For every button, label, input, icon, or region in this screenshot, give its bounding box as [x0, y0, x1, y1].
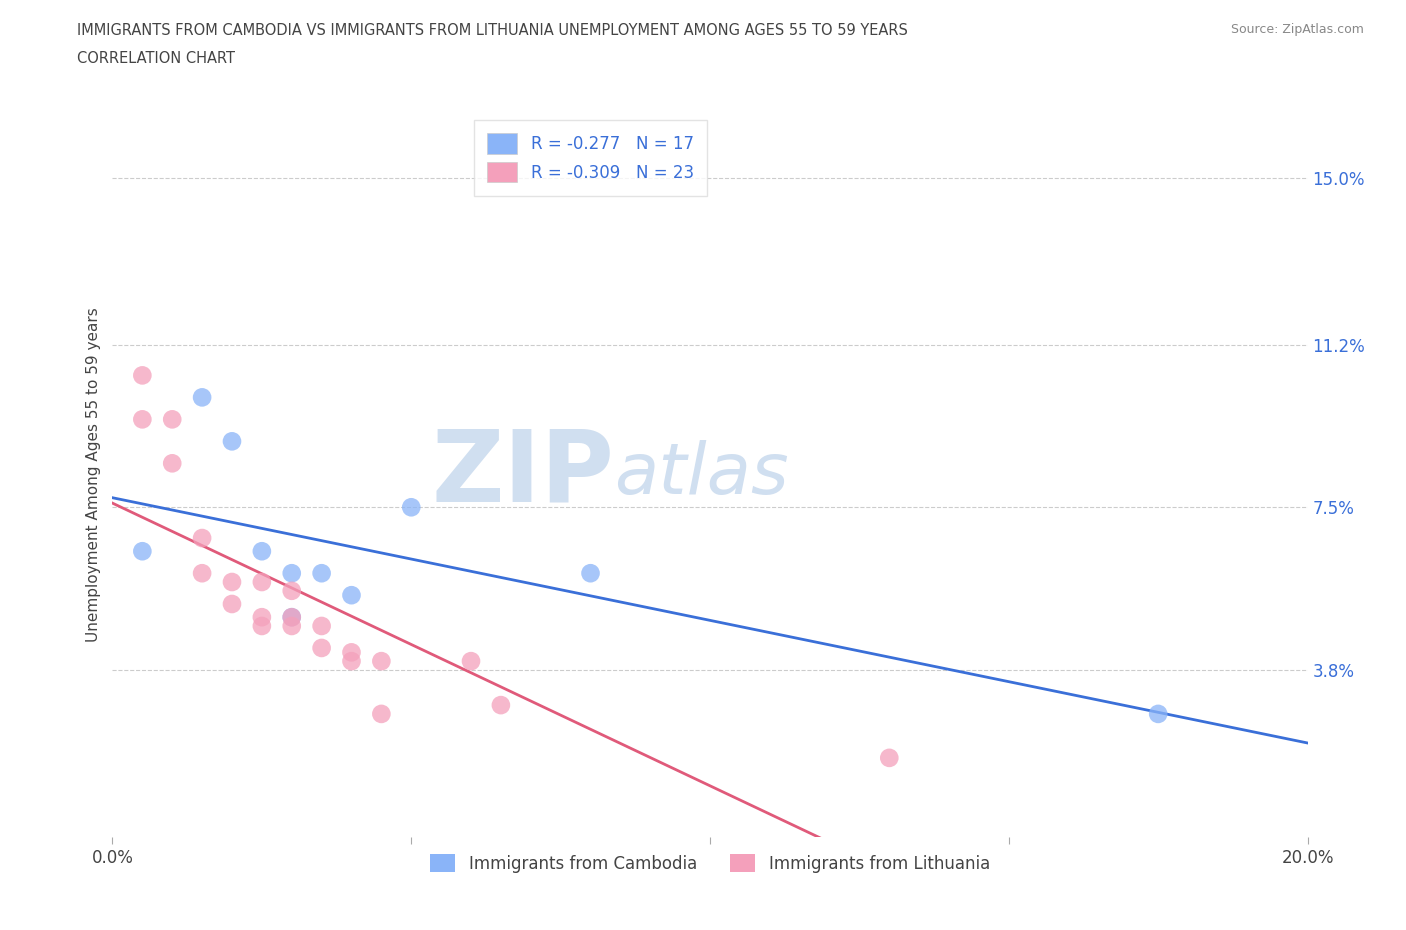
Point	[162, 456, 183, 471]
Y-axis label: Unemployment Among Ages 55 to 59 years: Unemployment Among Ages 55 to 59 years	[86, 307, 101, 642]
Point	[340, 644, 363, 659]
Point	[250, 610, 273, 625]
Point	[1147, 707, 1170, 722]
Point	[191, 531, 214, 546]
Text: CORRELATION CHART: CORRELATION CHART	[77, 51, 235, 66]
Text: atlas: atlas	[614, 440, 789, 509]
Point	[250, 575, 273, 590]
Point	[311, 618, 333, 633]
Point	[281, 583, 304, 598]
Point	[281, 610, 304, 625]
Point	[460, 654, 482, 669]
Point	[131, 412, 153, 427]
Text: ZIP: ZIP	[432, 426, 614, 523]
Text: IMMIGRANTS FROM CAMBODIA VS IMMIGRANTS FROM LITHUANIA UNEMPLOYMENT AMONG AGES 55: IMMIGRANTS FROM CAMBODIA VS IMMIGRANTS F…	[77, 23, 908, 38]
Point	[131, 368, 153, 383]
Point	[311, 565, 333, 580]
Point	[370, 707, 392, 722]
Point	[131, 544, 153, 559]
Point	[221, 575, 243, 590]
Point	[191, 390, 214, 405]
Point	[311, 641, 333, 656]
Point	[191, 565, 214, 580]
Point	[250, 544, 273, 559]
Point	[489, 698, 512, 712]
Point	[281, 610, 304, 625]
Text: Source: ZipAtlas.com: Source: ZipAtlas.com	[1230, 23, 1364, 36]
Point	[281, 565, 304, 580]
Legend: Immigrants from Cambodia, Immigrants from Lithuania: Immigrants from Cambodia, Immigrants fro…	[423, 847, 997, 880]
Point	[250, 618, 273, 633]
Point	[162, 412, 183, 427]
Point	[401, 499, 423, 514]
Point	[221, 434, 243, 449]
Point	[340, 654, 363, 669]
Point	[340, 588, 363, 603]
Point	[370, 654, 392, 669]
Point	[879, 751, 901, 765]
Point	[281, 618, 304, 633]
Point	[221, 596, 243, 611]
Point	[579, 565, 602, 580]
